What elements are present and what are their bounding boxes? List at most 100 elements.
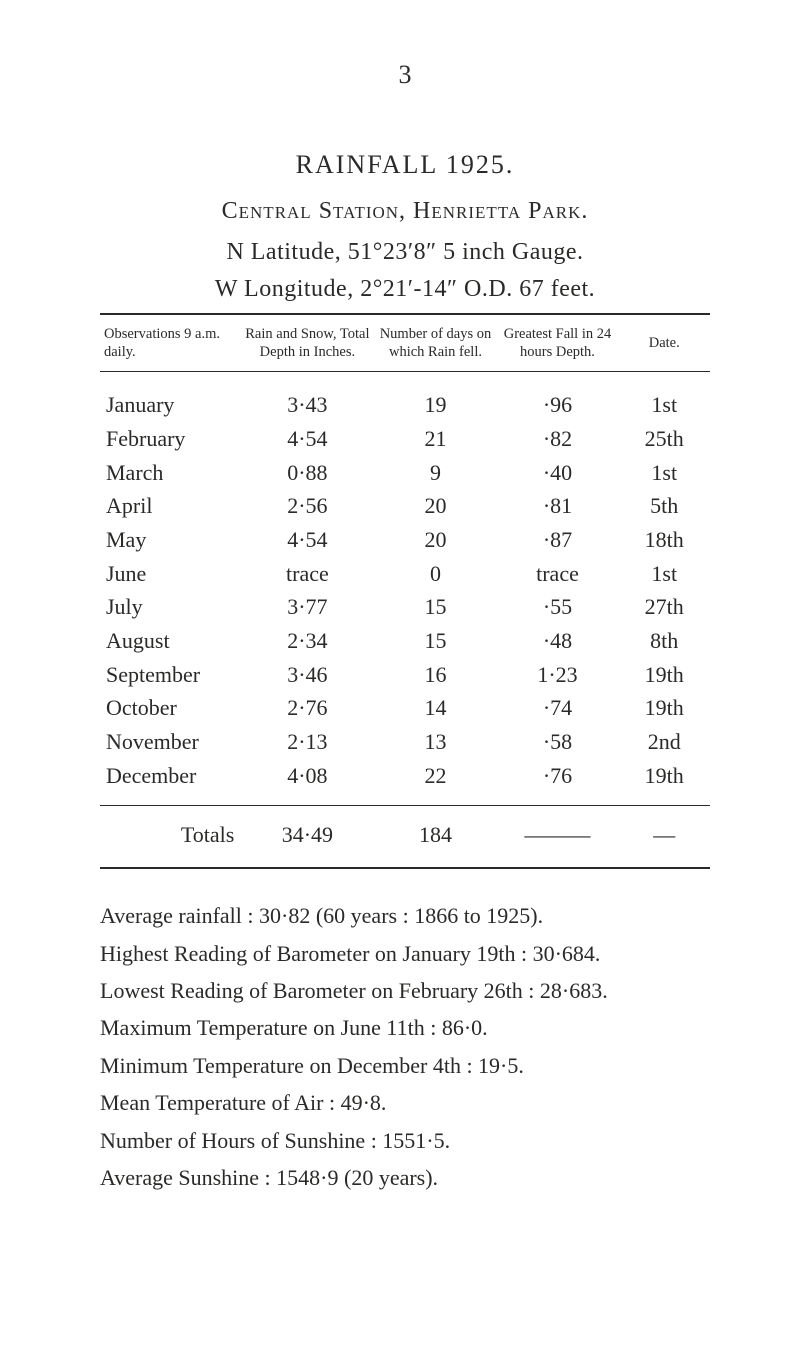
cell-depth: 3·46 [240, 658, 374, 692]
table-row: January 3·43 19 ·96 1st [100, 372, 710, 422]
cell-days: 16 [374, 658, 496, 692]
table-bottom-rule [100, 863, 710, 868]
cell-month: December [100, 759, 240, 805]
table-row: October 2·76 14 ·74 19th [100, 691, 710, 725]
cell-days: 15 [374, 624, 496, 658]
summary-line: Mean Temperature of Air : 49·8. [100, 1084, 710, 1121]
totals-label: Totals [100, 805, 240, 863]
cell-days: 15 [374, 590, 496, 624]
cell-date: 19th [618, 691, 710, 725]
cell-days: 21 [374, 422, 496, 456]
cell-fall: 1·23 [496, 658, 618, 692]
cell-depth: 4·54 [240, 422, 374, 456]
summary-line: Highest Reading of Barometer on January … [100, 935, 710, 972]
summary-line: Average rainfall : 30·82 (60 years : 186… [100, 897, 710, 934]
cell-date: 1st [618, 372, 710, 422]
cell-date: 1st [618, 557, 710, 591]
heading-title: RAINFALL 1925. [100, 150, 710, 180]
col-days-rain: Number of days on which Rain fell. [374, 314, 496, 372]
cell-fall: ·58 [496, 725, 618, 759]
cell-depth: 4·08 [240, 759, 374, 805]
table-row: December 4·08 22 ·76 19th [100, 759, 710, 805]
col-date: Date. [618, 314, 710, 372]
cell-fall: ·74 [496, 691, 618, 725]
table-row: August 2·34 15 ·48 8th [100, 624, 710, 658]
table-row: July 3·77 15 ·55 27th [100, 590, 710, 624]
table-row: June trace 0 trace 1st [100, 557, 710, 591]
cell-date: 19th [618, 759, 710, 805]
col-observations: Observations 9 a.m. daily. [100, 314, 240, 372]
summary-block: Average rainfall : 30·82 (60 years : 186… [100, 897, 710, 1196]
table-row: February 4·54 21 ·82 25th [100, 422, 710, 456]
cell-fall: ·81 [496, 489, 618, 523]
cell-month: January [100, 372, 240, 422]
cell-date: 2nd [618, 725, 710, 759]
totals-depth: 34·49 [240, 805, 374, 863]
cell-date: 25th [618, 422, 710, 456]
cell-fall: ·55 [496, 590, 618, 624]
col-greatest-fall: Greatest Fall in 24 hours Depth. [496, 314, 618, 372]
cell-month: July [100, 590, 240, 624]
cell-month: June [100, 557, 240, 591]
cell-month: April [100, 489, 240, 523]
cell-depth: 2·76 [240, 691, 374, 725]
cell-depth: 2·34 [240, 624, 374, 658]
table-header-row: Observations 9 a.m. daily. Rain and Snow… [100, 314, 710, 372]
page-number: 3 [100, 60, 710, 90]
summary-line: Maximum Temperature on June 11th : 86·0. [100, 1009, 710, 1046]
heading-subtitle: Central Station, Henrietta Park. [100, 198, 710, 225]
rainfall-table: Observations 9 a.m. daily. Rain and Snow… [100, 313, 710, 869]
totals-days: 184 [374, 805, 496, 863]
summary-line: Lowest Reading of Barometer on February … [100, 972, 710, 1009]
cell-month: August [100, 624, 240, 658]
cell-depth: 2·13 [240, 725, 374, 759]
cell-fall: ·40 [496, 456, 618, 490]
latitude-line: N Latitude, 51°23′8″ 5 inch Gauge. [100, 239, 710, 266]
cell-depth: 0·88 [240, 456, 374, 490]
cell-days: 22 [374, 759, 496, 805]
cell-days: 14 [374, 691, 496, 725]
cell-days: 20 [374, 489, 496, 523]
cell-month: September [100, 658, 240, 692]
cell-date: 8th [618, 624, 710, 658]
cell-date: 27th [618, 590, 710, 624]
longitude-line: W Longitude, 2°21′-14″ O.D. 67 feet. [100, 276, 710, 303]
cell-fall: trace [496, 557, 618, 591]
table-row: April 2·56 20 ·81 5th [100, 489, 710, 523]
cell-fall: ·82 [496, 422, 618, 456]
cell-days: 0 [374, 557, 496, 591]
cell-depth: 2·56 [240, 489, 374, 523]
cell-date: 19th [618, 658, 710, 692]
cell-date: 18th [618, 523, 710, 557]
totals-row: Totals 34·49 184 ——— — [100, 805, 710, 863]
table-row: March 0·88 9 ·40 1st [100, 456, 710, 490]
table-body: January 3·43 19 ·96 1st February 4·54 21… [100, 372, 710, 868]
cell-days: 13 [374, 725, 496, 759]
cell-month: March [100, 456, 240, 490]
table-row: May 4·54 20 ·87 18th [100, 523, 710, 557]
summary-line: Average Sunshine : 1548·9 (20 years). [100, 1159, 710, 1196]
cell-date: 5th [618, 489, 710, 523]
cell-date: 1st [618, 456, 710, 490]
cell-days: 9 [374, 456, 496, 490]
table-row: November 2·13 13 ·58 2nd [100, 725, 710, 759]
cell-depth: 4·54 [240, 523, 374, 557]
cell-fall: ·87 [496, 523, 618, 557]
cell-month: February [100, 422, 240, 456]
col-total-depth: Rain and Snow, Total Depth in Inches. [240, 314, 374, 372]
cell-depth: trace [240, 557, 374, 591]
cell-month: May [100, 523, 240, 557]
summary-line: Number of Hours of Sunshine : 1551·5. [100, 1122, 710, 1159]
cell-fall: ·76 [496, 759, 618, 805]
summary-line: Minimum Temperature on December 4th : 19… [100, 1047, 710, 1084]
cell-depth: 3·77 [240, 590, 374, 624]
cell-days: 19 [374, 372, 496, 422]
document-page: 3 RAINFALL 1925. Central Station, Henrie… [0, 0, 800, 1355]
cell-month: October [100, 691, 240, 725]
totals-fall: ——— [496, 805, 618, 863]
cell-fall: ·48 [496, 624, 618, 658]
totals-date: — [618, 805, 710, 863]
cell-fall: ·96 [496, 372, 618, 422]
cell-days: 20 [374, 523, 496, 557]
cell-depth: 3·43 [240, 372, 374, 422]
